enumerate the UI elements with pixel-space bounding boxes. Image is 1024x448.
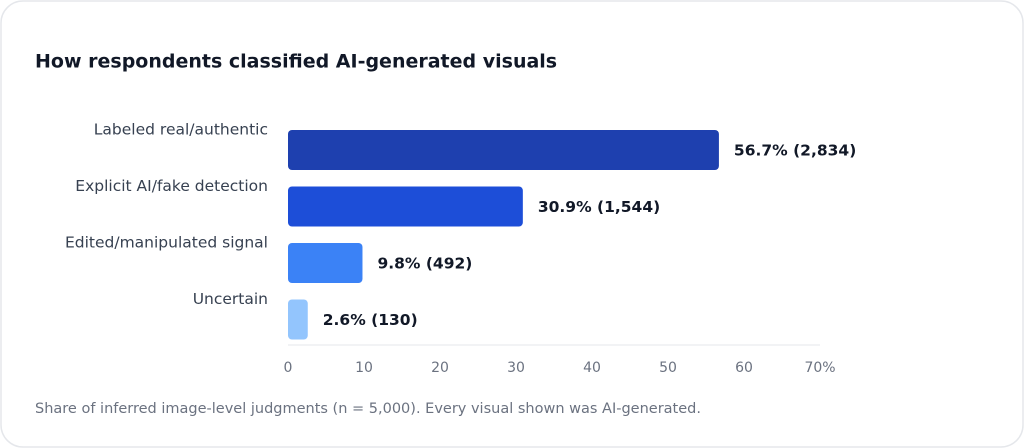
category-label: Edited/manipulated signal <box>65 234 268 252</box>
bar <box>288 186 523 227</box>
bar <box>288 130 719 170</box>
value-label: 56.7% (2,834) <box>734 142 856 160</box>
x-tick-label: 30 <box>507 360 525 376</box>
chart-title: How respondents classified AI-generated … <box>35 51 557 73</box>
x-tick-label: 40 <box>583 360 601 376</box>
category-label: Explicit AI/fake detection <box>75 177 268 195</box>
x-tick-label: 20 <box>431 360 449 376</box>
value-label: 2.6% (130) <box>323 311 418 329</box>
bar <box>288 243 363 283</box>
x-tick-label: 70% <box>804 360 835 376</box>
x-tick-label: 10 <box>355 360 373 376</box>
x-tick-label: 50 <box>659 360 677 376</box>
category-label: Labeled real/authentic <box>94 121 268 139</box>
x-tick-label: 0 <box>284 360 293 376</box>
footnote: Share of inferred image-level judgments … <box>35 401 701 417</box>
category-label: Uncertain <box>193 290 268 308</box>
value-label: 9.8% (492) <box>377 255 472 273</box>
value-label: 30.9% (1,544) <box>538 198 660 216</box>
bar <box>288 299 308 340</box>
x-tick-label: 60 <box>735 360 753 376</box>
